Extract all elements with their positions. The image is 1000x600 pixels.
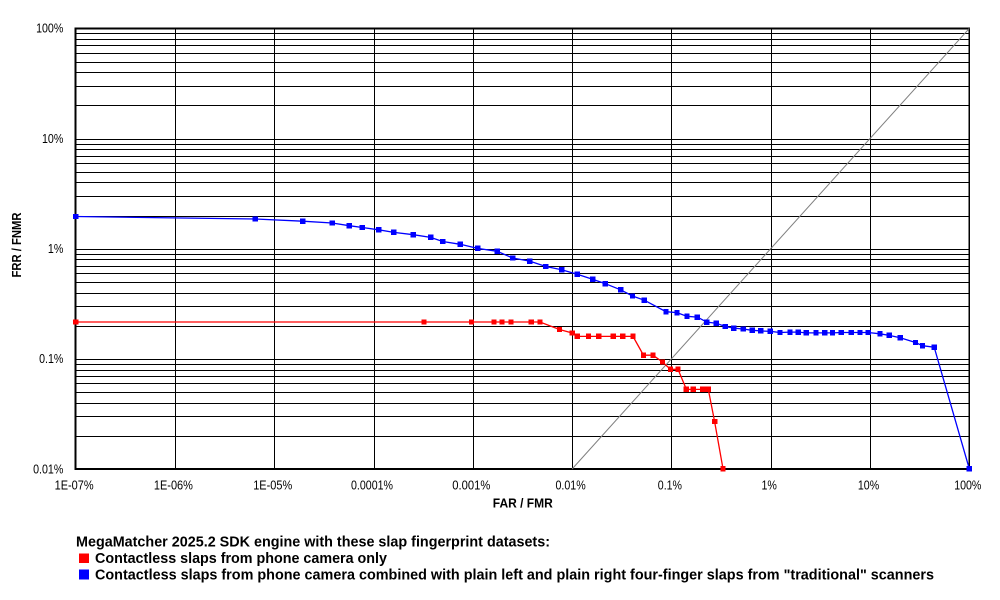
svg-text:0.01%: 0.01% (33, 461, 63, 476)
svg-text:1%: 1% (48, 241, 64, 256)
svg-text:FRR / FNMR: FRR / FNMR (10, 213, 24, 278)
svg-text:Contactless slaps from phone c: Contactless slaps from phone camera only (95, 551, 387, 567)
svg-text:0.001%: 0.001% (452, 477, 490, 492)
svg-text:100%: 100% (954, 477, 981, 492)
svg-text:1E-07%: 1E-07% (55, 477, 94, 492)
svg-text:1%: 1% (762, 477, 778, 492)
svg-text:100%: 100% (36, 21, 63, 36)
svg-text:FAR / FMR: FAR / FMR (493, 497, 553, 511)
svg-text:MegaMatcher 2025.2 SDK engine: MegaMatcher 2025.2 SDK engine with these… (76, 535, 550, 551)
svg-text:Contactless slaps from phone c: Contactless slaps from phone camera comb… (95, 568, 934, 584)
svg-text:0.01%: 0.01% (556, 477, 586, 492)
svg-text:1E-05%: 1E-05% (253, 477, 292, 492)
svg-text:1E-06%: 1E-06% (154, 477, 193, 492)
svg-text:0.1%: 0.1% (39, 351, 63, 366)
svg-text:0.0001%: 0.0001% (351, 477, 393, 492)
svg-text:0.1%: 0.1% (658, 477, 682, 492)
svg-text:10%: 10% (858, 477, 879, 492)
svg-text:10%: 10% (42, 131, 63, 146)
